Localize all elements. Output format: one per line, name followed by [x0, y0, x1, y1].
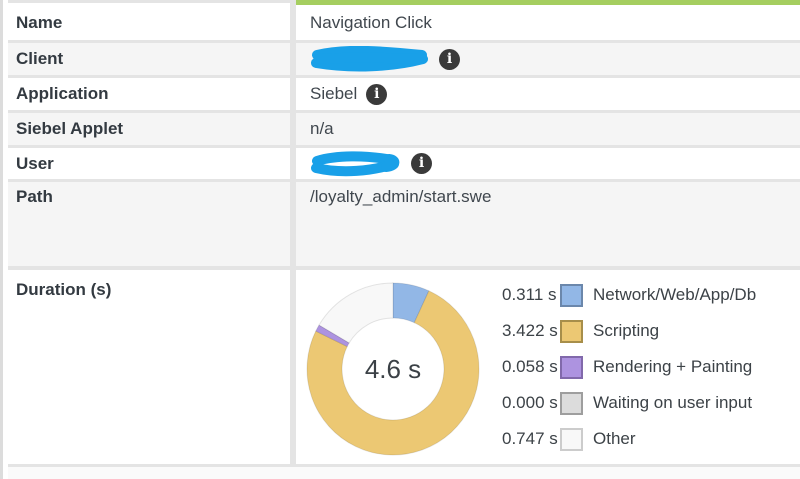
donut-svg	[306, 282, 480, 456]
legend-label: Waiting on user input	[593, 393, 753, 412]
info-icon[interactable]: i	[366, 83, 388, 105]
user-label: User	[8, 148, 290, 179]
row-separator	[8, 179, 800, 182]
legend-label: Rendering + Painting	[593, 357, 753, 376]
duration-label: Duration (s)	[8, 270, 290, 464]
column-gridline	[290, 0, 296, 464]
field-row-user: User i	[8, 148, 800, 179]
duration-donut-chart: 4.6 s	[305, 281, 481, 457]
legend-label: Scripting	[593, 321, 660, 340]
legend-label: Other	[593, 429, 636, 448]
legend-label: Network/Web/App/Db	[593, 285, 757, 304]
row-separator	[8, 464, 800, 467]
legend-swatch-network	[560, 283, 583, 307]
legend-row-waiting: 0.000 s Waiting on user input	[502, 391, 756, 415]
row-separator	[8, 266, 800, 270]
row-separator	[8, 40, 800, 43]
client-label: Client	[8, 43, 290, 75]
client-value-cell: i	[296, 43, 800, 75]
application-label: Application	[8, 78, 290, 110]
legend-row-rendering: 0.058 s Rendering + Painting	[502, 355, 756, 379]
field-row-path: Path /loyalty_admin/start.swe	[8, 182, 800, 266]
legend-swatch-scripting	[560, 319, 583, 343]
row-separator	[8, 110, 800, 113]
donut-total-label: 4.6 s	[364, 353, 422, 384]
name-value-cell: Navigation Click	[296, 5, 800, 40]
row-separator	[8, 75, 800, 78]
user-value-cell: i	[296, 148, 800, 179]
siebel-applet-value: n/a	[310, 119, 334, 138]
next-row-partial	[8, 467, 800, 479]
legend-swatch-waiting	[560, 391, 583, 415]
path-value-cell: /loyalty_admin/start.swe	[296, 182, 800, 266]
legend-swatch-rendering	[560, 355, 583, 379]
user-redaction-scribble	[311, 151, 400, 177]
info-icon[interactable]: i	[439, 48, 460, 70]
legend-time: 0.747 s	[502, 429, 558, 448]
field-row-siebel-applet: Siebel Applet n/a	[8, 113, 800, 145]
chart-legend: 0.311 s Network/Web/App/Db 3.422 s Scrip…	[502, 283, 756, 463]
name-value: Navigation Click	[310, 12, 432, 32]
path-value: /loyalty_admin/start.swe	[310, 187, 492, 206]
donut-slice[interactable]	[318, 282, 394, 344]
siebel-applet-label: Siebel Applet	[8, 113, 290, 145]
legend-swatch-other	[560, 427, 583, 451]
field-row-client: Client i	[8, 43, 800, 75]
legend-row-other: 0.747 s Other	[502, 427, 756, 451]
info-icon[interactable]: i	[411, 153, 432, 174]
legend-time: 3.422 s	[502, 321, 558, 340]
field-row-name: Name Navigation Click	[8, 5, 800, 40]
legend-time: 0.000 s	[502, 393, 558, 412]
siebel-applet-value-cell: n/a	[296, 113, 800, 145]
legend-time: 0.311 s	[502, 285, 557, 304]
application-value: Siebel	[310, 84, 358, 103]
client-redaction-scribble	[311, 45, 428, 71]
donut-slice[interactable]	[306, 290, 480, 456]
left-border-line	[0, 0, 3, 479]
legend-row-network: 0.311 s Network/Web/App/Db	[502, 283, 756, 307]
row-separator	[8, 145, 800, 148]
donut-slice[interactable]	[392, 282, 430, 324]
timeline-duration-bar	[296, 0, 800, 6]
field-row-application: Application Siebel i	[8, 78, 800, 110]
legend-time: 0.058 s	[502, 357, 558, 376]
legend-row-scripting: 3.422 s Scripting	[502, 319, 756, 343]
top-row-separator	[8, 0, 290, 3]
path-label: Path	[8, 182, 290, 266]
name-label: Name	[8, 5, 290, 40]
application-value-cell: Siebel i	[296, 78, 800, 110]
